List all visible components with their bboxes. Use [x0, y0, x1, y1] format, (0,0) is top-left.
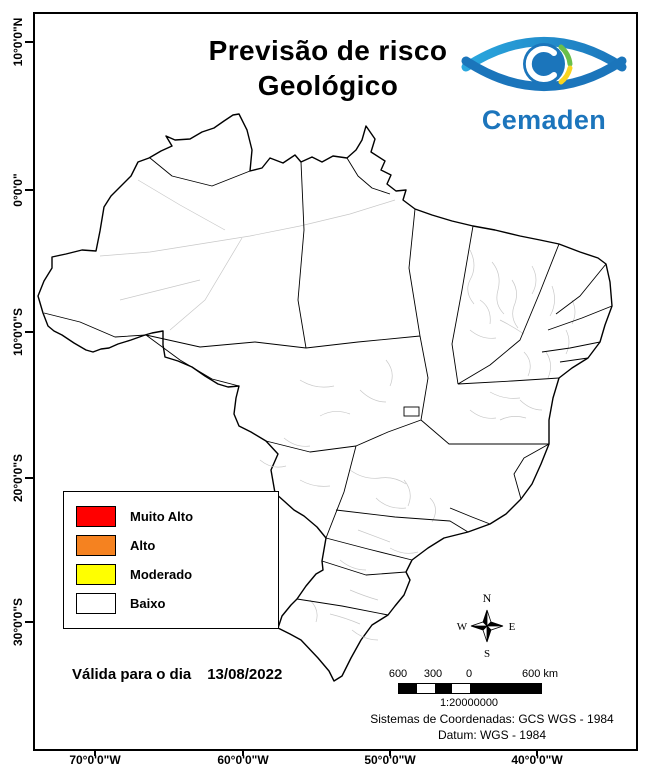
- north-arrow-icon: N E S W: [457, 591, 516, 660]
- lon-label-50w: 50°0'0"W: [364, 753, 416, 767]
- coordinate-system-line: Sistemas de Coordenadas: GCS WGS - 1984: [370, 712, 614, 726]
- map-title: Previsão de risco Geológico: [128, 33, 528, 103]
- legend-item: Muito Alto: [76, 506, 266, 527]
- axis-tick: [25, 621, 34, 623]
- compass-w-label: W: [457, 621, 468, 633]
- axis-tick: [25, 331, 34, 333]
- legend-label: Baixo: [130, 596, 166, 611]
- cemaden-logo: Cemaden: [458, 24, 630, 136]
- axis-tick: [25, 41, 34, 43]
- legend-label: Alto: [130, 538, 156, 553]
- lat-label-10n: 10°0'0"N: [11, 17, 25, 67]
- legend-item: Alto: [76, 535, 266, 556]
- scale-label-300: 300: [423, 668, 443, 680]
- validity-date: 13/08/2022: [207, 666, 283, 683]
- compass-e-label: E: [509, 621, 516, 633]
- country-outline: [37, 113, 613, 682]
- lat-label-20s: 20°0'0"S: [11, 453, 25, 503]
- scale-label-600-right: 600 km: [521, 668, 559, 680]
- compass-s-label: S: [484, 648, 490, 660]
- map-title-line-2: Geológico: [257, 70, 399, 101]
- axis-tick: [25, 189, 34, 191]
- legend-swatch-alto: [76, 535, 116, 556]
- compass-n-label: N: [483, 591, 492, 605]
- legend-swatch-muito-alto: [76, 506, 116, 527]
- legend-label: Moderado: [130, 567, 193, 582]
- compass-rose: N E S W: [455, 588, 519, 667]
- municipality-boundaries: [99, 179, 576, 641]
- validity-text: Válida para o dia 13/08/2022: [72, 666, 282, 683]
- scale-segment: [435, 684, 452, 693]
- coordinate-system-info: Sistemas de Coordenadas: GCS WGS - 1984 …: [348, 712, 636, 743]
- axis-tick: [536, 749, 538, 756]
- federal-district-box: [403, 406, 420, 417]
- axis-tick: [94, 749, 96, 756]
- legend-swatch-moderado: [76, 564, 116, 585]
- legend-item: Baixo: [76, 593, 266, 614]
- lat-label-0: 0°0'0": [11, 173, 25, 207]
- legend-swatch-baixo: [76, 593, 116, 614]
- scale-segment: [470, 684, 541, 693]
- lat-label-10s: 10°0'0"S: [11, 307, 25, 357]
- risk-legend: Muito Alto Alto Moderado Baixo: [63, 491, 279, 629]
- map-title-line-1: Previsão de risco: [208, 35, 448, 66]
- validity-label: Válida para o dia: [72, 666, 192, 683]
- lon-label-40w: 40°0'0"W: [511, 753, 563, 767]
- cemaden-wordmark: Cemaden: [481, 105, 607, 135]
- cemaden-eye-icon: [461, 37, 627, 91]
- state-boundaries: [43, 157, 613, 616]
- datum-line: Datum: WGS - 1984: [437, 727, 547, 742]
- scale-label-0: 0: [465, 668, 473, 680]
- axis-tick: [242, 749, 244, 756]
- lat-label-30s: 30°0'0"S: [11, 597, 25, 647]
- scale-label-600-left: 600: [388, 668, 408, 680]
- scale-bar: 600 300 0 600 km 1:20000000: [388, 668, 558, 712]
- scale-bar-graphic: [398, 683, 542, 694]
- lon-label-60w: 60°0'0"W: [217, 753, 269, 767]
- scale-ratio: 1:20000000: [439, 697, 499, 709]
- axis-tick: [389, 749, 391, 756]
- axis-tick: [25, 477, 34, 479]
- lon-label-70w: 70°0'0"W: [69, 753, 121, 767]
- legend-item: Moderado: [76, 564, 266, 585]
- legend-label: Muito Alto: [130, 509, 194, 524]
- scale-segment: [399, 684, 417, 693]
